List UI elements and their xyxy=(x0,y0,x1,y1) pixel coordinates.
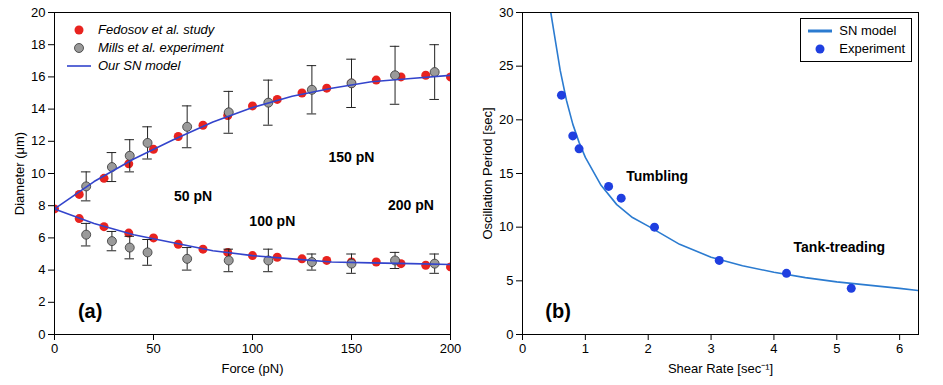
svg-text:0: 0 xyxy=(51,341,58,356)
svg-text:150 pN: 150 pN xyxy=(329,149,375,165)
svg-text:5: 5 xyxy=(833,341,840,356)
svg-text:30: 30 xyxy=(499,5,513,20)
html-text:SN model: SN model xyxy=(839,23,897,38)
svg-text:Shear Rate [sec⁻¹]: Shear Rate [sec⁻¹] xyxy=(668,361,773,376)
svg-text:200 pN: 200 pN xyxy=(388,197,434,213)
svg-text:12: 12 xyxy=(31,133,45,148)
svg-text:50 pN: 50 pN xyxy=(174,188,212,204)
svg-text:4: 4 xyxy=(770,341,777,356)
svg-text:10: 10 xyxy=(31,166,45,181)
svg-text:8: 8 xyxy=(38,198,45,213)
svg-text:25: 25 xyxy=(499,58,513,73)
html-text:Fedosov et al. study: Fedosov et al. study xyxy=(98,22,215,37)
svg-text:200: 200 xyxy=(440,341,462,356)
svg-text:10: 10 xyxy=(499,219,513,234)
svg-text:6: 6 xyxy=(38,230,45,245)
svg-text:Tank-treading: Tank-treading xyxy=(794,239,886,255)
svg-text:Oscillation Period [sec]: Oscillation Period [sec] xyxy=(480,107,495,239)
html-text:Mills et al. experiment: Mills et al. experiment xyxy=(98,40,224,55)
svg-text:Force (pN): Force (pN) xyxy=(221,361,283,376)
svg-text:0: 0 xyxy=(506,327,513,342)
svg-text:18: 18 xyxy=(31,37,45,52)
svg-text:0: 0 xyxy=(38,327,45,342)
svg-text:20: 20 xyxy=(499,112,513,127)
svg-text:5: 5 xyxy=(506,273,513,288)
svg-text:2: 2 xyxy=(645,341,652,356)
svg-text:16: 16 xyxy=(31,69,45,84)
svg-text:150: 150 xyxy=(341,341,363,356)
svg-text:20: 20 xyxy=(31,5,45,20)
svg-text:100 pN: 100 pN xyxy=(249,213,295,229)
svg-text:14: 14 xyxy=(31,101,45,116)
svg-text:50: 50 xyxy=(146,341,160,356)
svg-text:2: 2 xyxy=(38,294,45,309)
svg-text:1: 1 xyxy=(582,341,589,356)
svg-text:6: 6 xyxy=(896,341,903,356)
html-text:Our SN model: Our SN model xyxy=(98,58,181,73)
html-text:Experiment: Experiment xyxy=(839,41,905,56)
svg-text:15: 15 xyxy=(499,166,513,181)
svg-text:3: 3 xyxy=(707,341,714,356)
svg-text:0: 0 xyxy=(519,341,526,356)
svg-text:Diameter (μm): Diameter (μm) xyxy=(12,132,27,215)
svg-text:(b): (b) xyxy=(545,300,571,322)
svg-text:100: 100 xyxy=(242,341,264,356)
svg-text:4: 4 xyxy=(38,262,45,277)
svg-text:Tumbling: Tumbling xyxy=(626,168,688,184)
svg-text:(a): (a) xyxy=(78,300,102,322)
